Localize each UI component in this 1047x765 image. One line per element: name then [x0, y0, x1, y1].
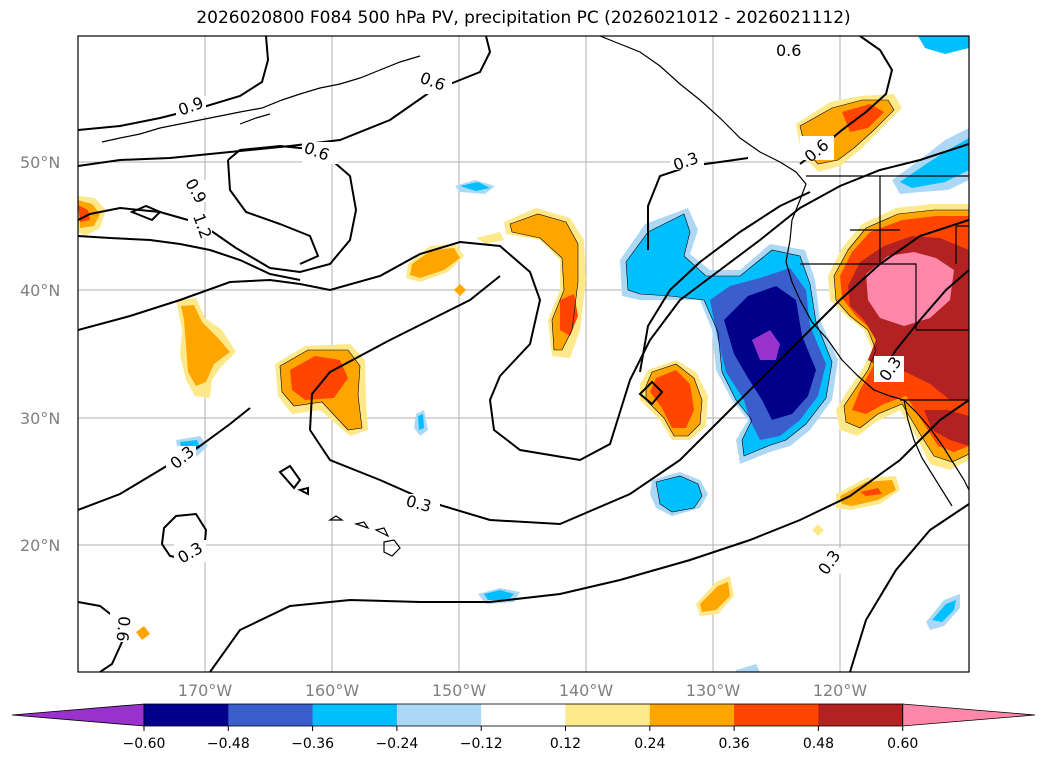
- colorbar-segment: [734, 704, 819, 726]
- colorbar-outline: [143, 703, 904, 727]
- svg-text:130°W: 130°W: [686, 681, 741, 700]
- svg-text:30°N: 30°N: [20, 409, 60, 428]
- colorbar-segment: [312, 704, 398, 726]
- latitude-labels: 50°N 40°N 30°N 20°N: [20, 153, 60, 555]
- svg-text:140°W: 140°W: [559, 681, 614, 700]
- svg-text:150°W: 150°W: [432, 681, 487, 700]
- colorbar-tick-label: 0.48: [803, 736, 834, 752]
- map-border: [77, 35, 970, 673]
- colorbar-tick-label: −0.12: [460, 736, 503, 752]
- colorbar-tick-label: −0.60: [123, 736, 166, 752]
- coastlines: [101, 36, 969, 557]
- svg-text:0.6: 0.6: [113, 615, 134, 642]
- colorbar-tick-label: −0.24: [375, 736, 418, 752]
- svg-text:120°W: 120°W: [813, 681, 868, 700]
- colorbar-tick-label: 0.24: [634, 736, 665, 752]
- colorbar-segment: [144, 704, 229, 726]
- colorbar-tick-label: −0.48: [207, 736, 250, 752]
- colorbar-segment: [228, 704, 314, 726]
- map-title: 2026020800 F084 500 hPa PV, precipitatio…: [196, 8, 851, 28]
- pv-contour-labels: 0.9 0.9 1.2 0.6 0.6 0.6 0.6 0.3 0.3 0.3 …: [110, 40, 906, 642]
- colorbar-segment: [396, 704, 482, 726]
- colorbar-tick-label: 0.60: [887, 736, 918, 752]
- precip-outlines: [279, 99, 969, 513]
- colorbar-tick-label: 0.12: [550, 736, 581, 752]
- svg-text:170°W: 170°W: [178, 681, 233, 700]
- svg-text:0.6: 0.6: [776, 41, 801, 60]
- colorbar-segment: [649, 704, 735, 726]
- colorbar-extend-low: [11, 703, 145, 727]
- colorbar-extend-high: [902, 703, 1036, 727]
- svg-text:160°W: 160°W: [305, 681, 360, 700]
- colorbar-segment: [565, 704, 651, 726]
- colorbar: −0.60 −0.48 −0.36 −0.24 −0.12 0.12 0.24 0.36 0.4…: [11, 703, 1036, 752]
- colorbar-tick-label: 0.36: [719, 736, 750, 752]
- longitude-labels: 170°W 160°W 150°W 140°W 130°W 120°W: [178, 681, 868, 700]
- svg-text:50°N: 50°N: [20, 153, 60, 172]
- svg-text:20°N: 20°N: [20, 536, 60, 555]
- colorbar-segment: [818, 704, 904, 726]
- colorbar-tick-label: −0.36: [291, 736, 334, 752]
- svg-text:40°N: 40°N: [20, 281, 60, 300]
- colorbar-segment: [481, 704, 566, 726]
